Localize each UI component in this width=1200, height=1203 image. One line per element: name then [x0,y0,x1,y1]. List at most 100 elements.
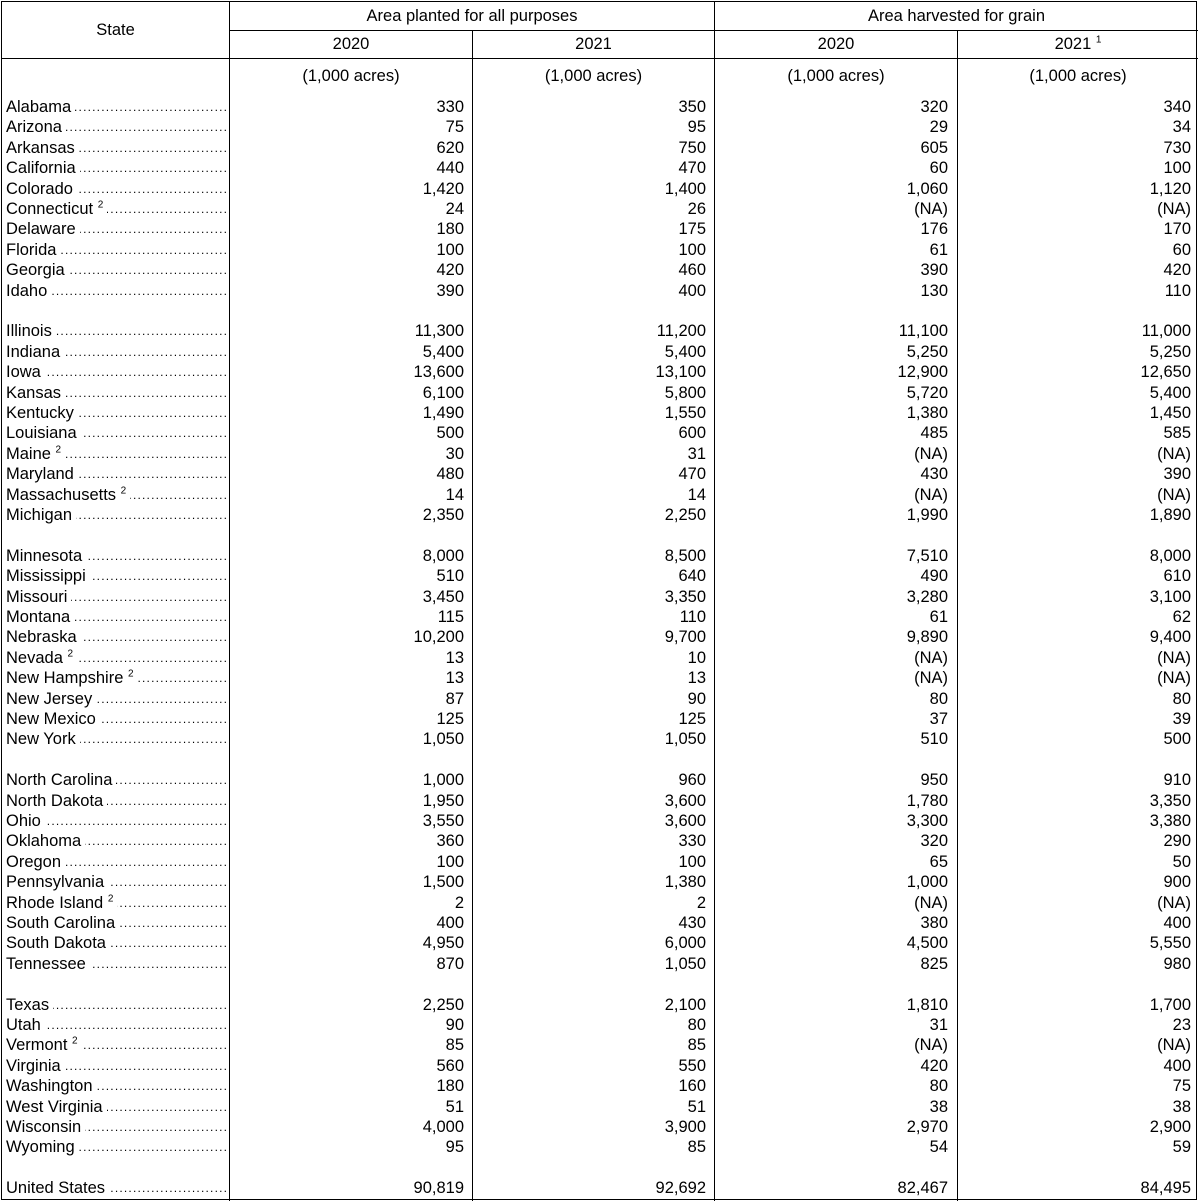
value-cell: 480 [436,465,464,484]
state-name: South Carolina [6,914,120,932]
state-name: Virginia [6,1056,65,1075]
table-row: ........................................… [2,423,1198,443]
state-name: Louisiana [6,424,81,443]
value-cell: 5,400 [664,342,706,361]
state-label: Montana [6,608,71,626]
state-cell: ........................................… [6,199,226,219]
value-cell: 3,300 [906,812,948,830]
state-name: Maine 2 [6,444,66,463]
table-row: ........................................… [2,199,1198,219]
state-label: South Carolina [6,914,116,932]
value-cell: 11,300 [414,322,464,341]
state-name: Michigan [6,506,77,524]
value-cell: 100 [678,852,706,871]
value-cell: 5,250 [1149,342,1191,361]
value-cell: 180 [436,1077,464,1096]
state-name: South Dakota [6,934,110,953]
table-row: ........................................… [2,668,1198,688]
value-cell: 60 [929,159,948,178]
state-name: Mississippi [6,567,90,586]
state-label: Massachusetts [6,485,117,504]
value-cell: 1,780 [906,791,948,810]
value-cell: 2,250 [664,506,706,524]
value-cell: 10 [687,648,706,667]
table-row: ........................................… [2,1056,1198,1076]
value-cell: 85 [687,1036,706,1055]
value-cell: (NA) [914,669,948,688]
value-cell: 400 [1163,1056,1191,1075]
state-label: Florida [6,240,57,259]
column-divider [472,30,473,1201]
table-row: ........................................… [2,342,1198,362]
value-cell: 870 [436,954,464,973]
value-cell: 80 [1172,689,1191,708]
value-cell: 420 [436,261,464,280]
header-year: 2021 [575,35,612,53]
value-cell: 910 [1163,771,1191,790]
state-name: Kentucky [6,404,78,422]
value-cell: 125 [436,710,464,728]
state-cell: ........................................… [6,138,226,158]
table-row: ........................................… [2,831,1198,851]
table-row: ........................................… [2,281,1198,301]
value-cell: 125 [678,710,706,728]
value-cell: 3,600 [664,791,706,810]
value-cell: 29 [929,118,948,137]
state-name: Florida [6,240,61,259]
value-cell: 50 [1172,852,1191,871]
state-label: Connecticut [6,200,94,218]
value-cell: 430 [920,465,948,484]
value-cell: 24 [445,200,464,218]
value-cell: 4,000 [422,1118,464,1136]
state-name: Minnesota [6,546,87,565]
state-cell: ........................................… [6,1035,226,1055]
value-cell: 1,810 [906,995,948,1014]
state-name: Wisconsin [6,1118,86,1136]
state-cell: ........................................… [6,383,226,403]
state-name: Nevada 2 [6,648,78,667]
state-label: Utah [6,1016,41,1034]
leader-dots: ........................................… [6,283,226,298]
state-name: Pennsylvania [6,873,109,892]
value-cell: 59 [1172,1138,1191,1157]
value-cell: 1,500 [422,873,464,892]
value-cell: 610 [1163,567,1191,586]
header-divider [229,30,1198,31]
state-label: Mississippi [6,567,86,586]
value-cell: 400 [1163,914,1191,932]
value-cell: 110 [679,608,706,626]
state-cell: ........................................… [6,281,226,301]
state-label: Georgia [6,261,65,280]
value-cell: 8,500 [664,546,706,565]
value-cell: 330 [678,832,706,851]
value-cell: 380 [920,914,948,932]
state-label: California [6,159,76,178]
value-cell: 1,490 [422,404,464,422]
state-name: Nebraska [6,628,81,647]
value-cell: 82,467 [897,1179,948,1198]
value-cell: 1,450 [1149,404,1191,422]
value-cell: 85 [445,1036,464,1055]
state-label: Iowa [6,363,41,382]
state-name: Missouri [6,587,72,606]
state-name: Oklahoma [6,832,86,851]
state-label: Washington [6,1077,93,1096]
value-cell: 485 [920,424,948,443]
state-cell: ........................................… [6,893,226,913]
state-label: Wyoming [6,1138,75,1157]
value-cell: (NA) [1157,485,1191,504]
table-row: ........................................… [2,1117,1198,1137]
table-row: ........................................… [2,791,1198,811]
state-name: North Dakota [6,791,108,810]
value-cell: 3,380 [1149,812,1191,830]
value-cell: 980 [1163,954,1191,973]
value-cell: 100 [436,240,464,259]
value-cell: 39 [1172,710,1191,728]
footnote-marker: 2 [127,668,134,680]
state-label: Kentucky [6,404,74,422]
value-cell: 13 [687,669,706,688]
value-cell: 100 [436,852,464,871]
state-cell: ........................................… [6,240,226,260]
value-cell: 340 [1163,98,1191,116]
